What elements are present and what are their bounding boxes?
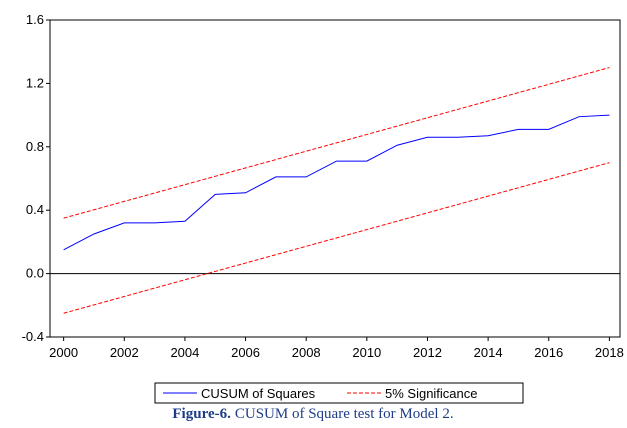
- x-tick-label: 2014: [474, 345, 503, 360]
- y-tick-label: 0.0: [26, 266, 44, 281]
- y-tick-label: 0.4: [26, 202, 44, 217]
- x-tick-label: 2010: [352, 345, 381, 360]
- x-tick-label: 2012: [413, 345, 442, 360]
- x-tick-label: 2004: [170, 345, 199, 360]
- y-tick-label: 1.6: [26, 12, 44, 27]
- legend-label: 5% Significance: [385, 386, 478, 401]
- caption-label: Figure-6.: [172, 406, 231, 422]
- series-line: [63, 67, 610, 314]
- x-tick-label: 2006: [231, 345, 260, 360]
- series-line: [63, 114, 610, 251]
- caption: Figure-6. CUSUM of Square test for Model …: [172, 406, 453, 422]
- x-tick-label: 2002: [110, 345, 139, 360]
- caption-text: CUSUM of Square test for Model 2.: [235, 406, 454, 422]
- x-tick-label: 2016: [534, 345, 563, 360]
- y-tick-label: 1.2: [26, 75, 44, 90]
- legend-box: [154, 382, 524, 404]
- x-tick-label: 2018: [595, 345, 624, 360]
- plot-frame: [49, 19, 621, 338]
- x-tick-label: 2000: [49, 345, 78, 360]
- y-tick-label: -0.4: [22, 329, 44, 344]
- y-tick-label: 0.8: [26, 139, 44, 154]
- legend-label: CUSUM of Squares: [201, 386, 316, 401]
- x-tick-label: 2008: [292, 345, 321, 360]
